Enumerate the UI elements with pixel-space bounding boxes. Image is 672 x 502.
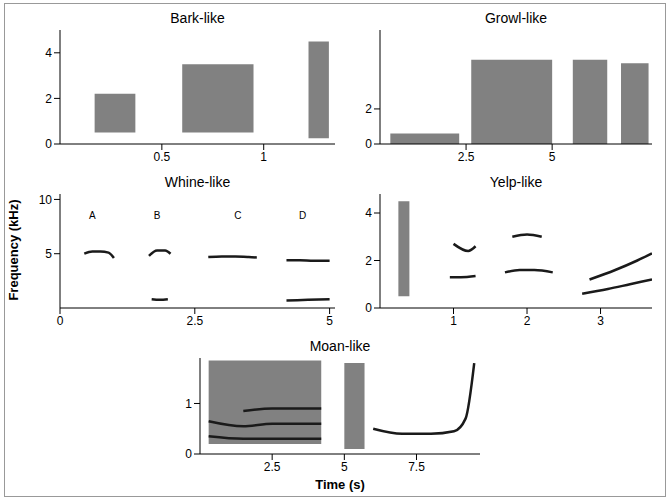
html-text:Yelp-like: Yelp-like (489, 174, 543, 190)
svg-text:0: 0 (365, 137, 372, 151)
svg-text:10: 10 (39, 193, 53, 207)
svg-text:0: 0 (45, 137, 52, 151)
svg-text:5: 5 (326, 314, 333, 328)
svg-text:5: 5 (549, 150, 556, 164)
svg-text:A: A (89, 210, 96, 221)
svg-text:C: C (234, 210, 241, 221)
svg-text:2: 2 (365, 254, 372, 268)
html-text:Frequency (kHz): Frequency (kHz) (6, 199, 21, 301)
svg-text:4: 4 (365, 206, 372, 220)
svg-text:B: B (154, 210, 161, 221)
svg-text:1: 1 (260, 150, 267, 164)
svg-text:1: 1 (450, 314, 457, 328)
svg-text:0: 0 (57, 314, 64, 328)
svg-text:5: 5 (341, 460, 348, 474)
svg-text:2: 2 (524, 314, 531, 328)
svg-text:7.5: 7.5 (408, 460, 425, 474)
svg-text:2.5: 2.5 (458, 150, 475, 164)
svg-text:1: 1 (185, 397, 192, 411)
svg-text:0: 0 (185, 447, 192, 461)
svg-text:0.5: 0.5 (154, 150, 171, 164)
svg-text:D: D (299, 210, 306, 221)
html-text:Whine-like: Whine-like (164, 174, 231, 190)
html-text:Growl-like: Growl-like (484, 10, 548, 26)
svg-text:3: 3 (597, 314, 604, 328)
svg-text:2.5: 2.5 (264, 460, 281, 474)
svg-text:5: 5 (45, 247, 52, 261)
svg-text:4: 4 (45, 46, 52, 60)
svg-text:2.5: 2.5 (186, 314, 203, 328)
html-text:Time (s): Time (s) (315, 477, 365, 492)
svg-text:2: 2 (365, 102, 372, 116)
svg-text:2: 2 (45, 92, 52, 106)
html-text:Bark-like: Bark-like (170, 10, 225, 26)
html-text:Moan-like: Moan-like (309, 338, 371, 354)
svg-text:0: 0 (365, 301, 372, 315)
